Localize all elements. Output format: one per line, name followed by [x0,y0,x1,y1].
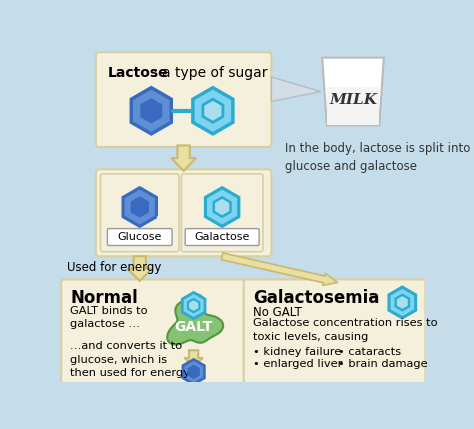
Polygon shape [322,57,384,125]
Polygon shape [327,87,379,125]
Text: …and converts it to
glucose, which is
then used for energy: …and converts it to glucose, which is th… [71,341,191,378]
Text: Glucose: Glucose [118,232,162,242]
FancyBboxPatch shape [100,174,179,252]
Polygon shape [184,350,203,366]
Polygon shape [182,293,205,319]
Polygon shape [171,145,196,171]
FancyBboxPatch shape [61,279,245,384]
FancyBboxPatch shape [96,52,272,147]
Polygon shape [132,198,148,216]
Text: GALT binds to
galactose …: GALT binds to galactose … [71,305,148,329]
Text: • cataracts: • cataracts [337,347,401,357]
Polygon shape [128,256,152,281]
Polygon shape [214,197,230,217]
Text: No GALT: No GALT [253,305,302,319]
Polygon shape [193,88,233,134]
Text: Used for energy: Used for energy [66,261,161,274]
Polygon shape [188,299,199,312]
Text: Lactose: Lactose [108,66,169,80]
Text: • enlarged liver: • enlarged liver [253,360,342,369]
FancyBboxPatch shape [96,169,272,256]
Text: Galactose concentration rises to
toxic levels, causing: Galactose concentration rises to toxic l… [253,318,438,341]
FancyBboxPatch shape [108,229,172,245]
Polygon shape [203,99,223,122]
Text: Galactose: Galactose [194,232,250,242]
FancyBboxPatch shape [182,174,263,252]
FancyBboxPatch shape [185,229,259,245]
Text: Normal: Normal [71,289,138,307]
Text: MILK: MILK [329,93,377,107]
Text: GALT: GALT [174,320,213,334]
Text: : a type of sugar: : a type of sugar [153,66,267,80]
Polygon shape [167,294,223,344]
Text: Galactosemia: Galactosemia [253,289,379,307]
Text: • brain damage: • brain damage [337,360,427,369]
Polygon shape [221,253,337,285]
Polygon shape [123,188,156,226]
Polygon shape [142,100,161,122]
Polygon shape [272,77,321,102]
Polygon shape [389,287,416,318]
Polygon shape [205,188,239,226]
Text: • kidney failure: • kidney failure [253,347,341,357]
Polygon shape [131,88,171,134]
FancyBboxPatch shape [244,279,425,384]
Polygon shape [396,295,409,310]
Polygon shape [183,360,204,384]
Polygon shape [189,366,199,378]
Text: In the body, lactose is split into
glucose and galactose: In the body, lactose is split into gluco… [285,142,471,173]
